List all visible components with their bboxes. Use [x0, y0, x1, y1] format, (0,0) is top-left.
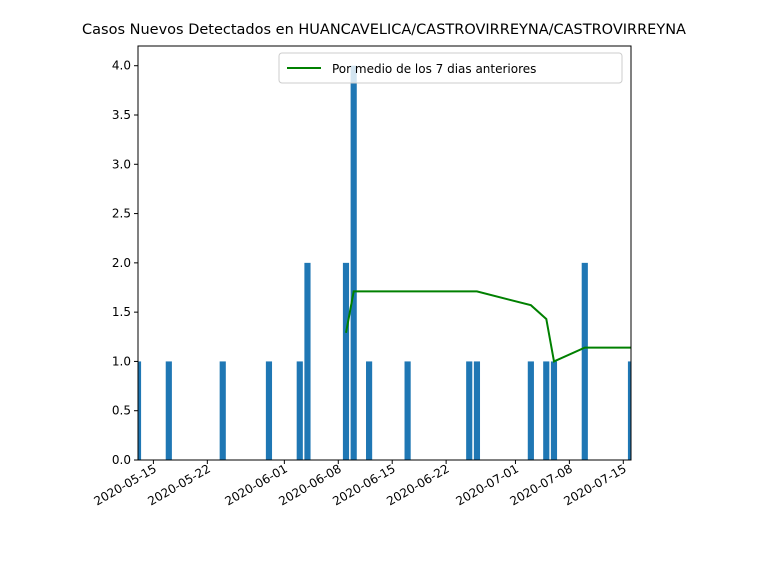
y-tick-label: 2.0 [112, 256, 131, 270]
bar [138, 361, 142, 460]
bar [627, 361, 631, 460]
bar [404, 361, 411, 460]
y-tick-label: 3.0 [112, 157, 131, 171]
y-tick-label: 3.5 [112, 108, 131, 122]
y-tick-label: 4.0 [112, 59, 131, 73]
legend: Por medio de los 7 dias anteriores [278, 52, 623, 84]
y-tick-label: 1.5 [112, 305, 131, 319]
bar [550, 361, 558, 460]
bar [219, 361, 226, 460]
bar [543, 361, 550, 460]
bar [342, 262, 350, 460]
bar [304, 262, 311, 460]
bar [265, 361, 273, 460]
legend-box [278, 52, 623, 84]
plot-frame [137, 45, 632, 461]
series-line-7day-average [345, 290, 631, 363]
y-tick-label: 0.0 [112, 453, 131, 467]
legend-label: Por medio de los 7 dias anteriores [332, 62, 536, 76]
y-tick-label: 0.5 [112, 404, 131, 418]
y-tick-label: 1.0 [112, 354, 131, 368]
bars-layer [138, 65, 631, 460]
bar [466, 361, 473, 460]
bar [581, 262, 588, 460]
bar [366, 361, 373, 460]
chart-title: Casos Nuevos Detectados en HUANCAVELICA/… [82, 22, 686, 38]
bar [473, 361, 481, 460]
line-layer [345, 290, 631, 363]
y-axis: 0.0 0.5 1.0 1.5 2.0 2.5 3.0 3.5 4.0 [112, 59, 138, 467]
bar [296, 361, 303, 460]
bar [165, 361, 172, 460]
bar [527, 361, 534, 460]
bar [350, 65, 357, 460]
y-tick-label: 2.5 [112, 207, 131, 221]
